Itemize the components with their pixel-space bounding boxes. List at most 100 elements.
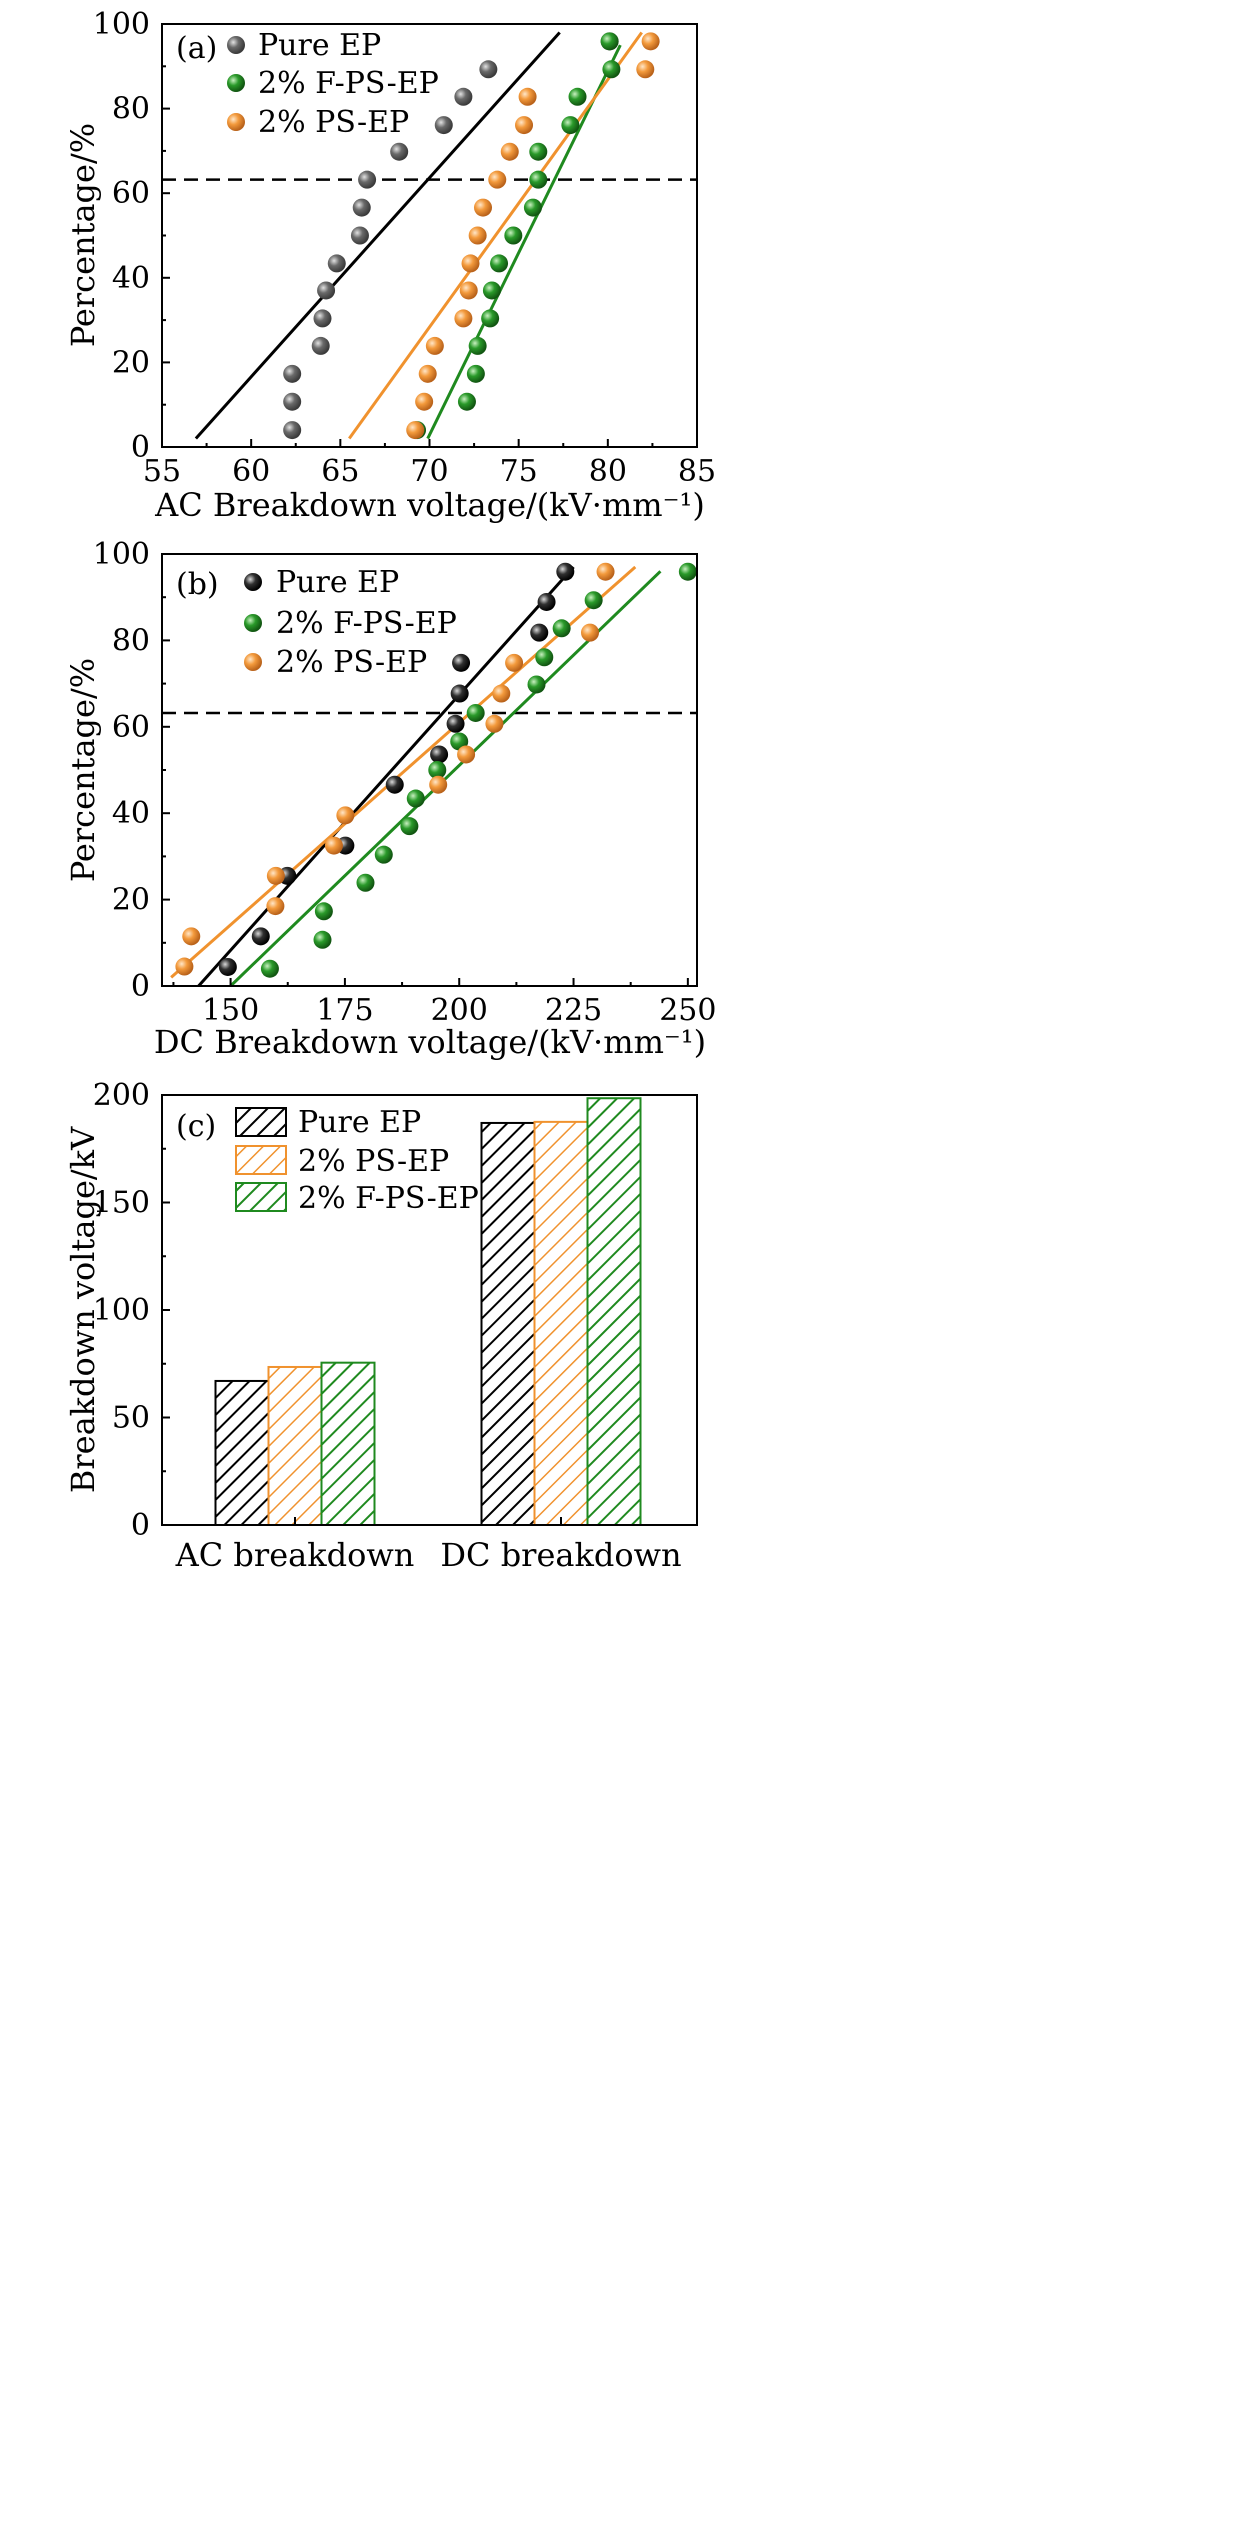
data-point-2-ps-ep xyxy=(429,775,448,794)
data-point-pure-ep xyxy=(352,198,371,217)
data-point-pure-ep xyxy=(479,60,498,79)
data-point-2-ps-ep xyxy=(336,806,355,825)
panel-a-legend-marker-f-ps-ep xyxy=(227,74,245,92)
data-point-pure-ep xyxy=(350,226,369,245)
y-tick-label: 0 xyxy=(131,430,150,465)
bar-2-f-ps-ep xyxy=(320,1361,376,1527)
data-point-pure-ep xyxy=(446,714,465,733)
data-point-2-ps-ep xyxy=(454,309,473,328)
panel-a-legend-marker-pure-ep xyxy=(227,36,245,54)
x-tick-label: 150 xyxy=(202,993,259,1028)
data-point-pure-ep xyxy=(311,336,330,355)
y-tick-label: 40 xyxy=(112,261,150,296)
x-tick-label: 65 xyxy=(321,454,359,489)
data-point-pure-ep xyxy=(452,653,471,672)
panel-a-legend: Pure EP 2% F-PS-EP 2% PS-EP xyxy=(227,28,439,140)
data-point-2-ps-ep xyxy=(418,364,437,383)
fit-line-2-f-ps-ep xyxy=(426,44,622,440)
y-tick-label: 20 xyxy=(112,883,150,918)
panel-b-legend: Pure EP 2% F-PS-EP 2% PS-EP xyxy=(244,565,457,680)
data-point-2-f-ps-ep xyxy=(481,309,500,328)
data-point-2-f-ps-ep xyxy=(527,675,546,694)
panel-b-ticks: 150 175 200 225 250 0 20 40 60 80 100 xyxy=(93,537,717,1028)
data-point-2-f-ps-ep xyxy=(468,336,487,355)
data-point-2-f-ps-ep xyxy=(260,959,279,978)
panel-c-legend-swatch-pure-ep xyxy=(235,1107,287,1137)
data-point-2-f-ps-ep xyxy=(568,87,587,106)
data-point-2-ps-ep xyxy=(406,421,425,440)
panel-a-label: (a) xyxy=(176,31,217,66)
data-point-pure-ep xyxy=(358,170,377,189)
data-point-2-ps-ep xyxy=(425,336,444,355)
data-point-2-f-ps-ep xyxy=(529,142,548,161)
data-point-2-f-ps-ep xyxy=(457,392,476,411)
panel-c-y-axis-title: Breakdown voltage/kV xyxy=(64,1126,102,1493)
bar-pure-ep xyxy=(480,1121,536,1526)
panel-c-legend-label-pure-ep: Pure EP xyxy=(298,1105,421,1140)
x-tick-label: 75 xyxy=(500,454,538,489)
panel-c-label: (c) xyxy=(176,1109,216,1144)
data-point-2-f-ps-ep xyxy=(313,930,332,949)
data-point-pure-ep xyxy=(313,309,332,328)
bar-2-f-ps-ep xyxy=(586,1097,642,1526)
x-tick-label: 55 xyxy=(143,454,181,489)
data-point-pure-ep xyxy=(454,87,473,106)
y-tick-label: 100 xyxy=(93,1293,150,1328)
data-point-2-f-ps-ep xyxy=(584,591,603,610)
y-tick-label: 80 xyxy=(112,92,150,127)
panel-b: 150 175 200 225 250 0 20 40 60 80 100 (b) Pure EP … xyxy=(64,537,716,1061)
data-point-2-f-ps-ep xyxy=(482,281,501,300)
y-tick-label: 200 xyxy=(93,1078,150,1113)
y-tick-label: 150 xyxy=(93,1186,150,1221)
data-point-pure-ep xyxy=(434,116,453,135)
y-tick-label: 20 xyxy=(112,345,150,380)
panel-c-bars xyxy=(214,1097,642,1527)
data-point-pure-ep xyxy=(283,392,302,411)
data-point-2-ps-ep xyxy=(581,623,599,642)
data-point-2-f-ps-ep xyxy=(678,562,697,581)
data-point-2-f-ps-ep xyxy=(602,60,621,79)
data-point-2-ps-ep xyxy=(636,60,655,79)
panel-b-y-axis-title: Percentage/% xyxy=(64,658,102,882)
fit-line-pure-ep xyxy=(194,31,561,440)
panel-a-y-axis-title: Percentage/% xyxy=(64,123,102,347)
panel-b-legend-label-ps-ep: 2% PS-EP xyxy=(276,645,427,680)
data-point-pure-ep xyxy=(390,142,409,161)
data-point-2-f-ps-ep xyxy=(561,116,580,135)
data-point-2-ps-ep xyxy=(182,927,201,946)
data-point-2-f-ps-ep xyxy=(400,817,419,836)
panel-c-legend-label-f-ps-ep: 2% F-PS-EP xyxy=(298,1181,479,1216)
y-tick-label: 0 xyxy=(131,969,150,1004)
data-point-pure-ep xyxy=(317,281,336,300)
data-point-2-f-ps-ep xyxy=(490,254,509,273)
panel-c: 0 50 100 150 200 (c) Pure EP 2% PS-EP 2% F-P… xyxy=(64,1078,698,1574)
data-point-pure-ep xyxy=(283,421,302,440)
x-tick-label: 80 xyxy=(589,454,627,489)
data-point-pure-ep xyxy=(530,623,549,642)
y-tick-label: 80 xyxy=(112,623,150,658)
panel-c-legend-swatch-f-ps-ep xyxy=(235,1182,287,1212)
panel-c-legend-swatch-ps-ep xyxy=(235,1145,287,1175)
data-point-2-ps-ep xyxy=(266,866,285,885)
data-point-2-f-ps-ep xyxy=(529,170,548,189)
x-tick-label: 60 xyxy=(232,454,270,489)
data-point-2-ps-ep xyxy=(596,562,615,581)
panel-b-legend-marker-ps-ep xyxy=(244,653,262,671)
panel-a-legend-label-pure-ep: Pure EP xyxy=(258,28,381,63)
panel-c-category-label-dc: DC breakdown xyxy=(440,1536,681,1574)
panel-c-legend-label-ps-ep: 2% PS-EP xyxy=(298,1144,449,1179)
panel-b-legend-label-f-ps-ep: 2% F-PS-EP xyxy=(276,606,457,641)
data-point-2-ps-ep xyxy=(485,714,504,733)
data-point-2-ps-ep xyxy=(266,897,285,916)
y-tick-label: 0 xyxy=(131,1508,150,1543)
data-point-2-f-ps-ep xyxy=(428,761,447,779)
x-tick-label: 70 xyxy=(410,454,448,489)
panel-b-x-axis-title: DC Breakdown voltage/(kV·mm⁻¹) xyxy=(154,1023,706,1061)
data-point-2-ps-ep xyxy=(505,653,524,672)
data-point-pure-ep xyxy=(327,254,346,273)
data-point-2-ps-ep xyxy=(415,392,434,411)
panel-a-legend-marker-ps-ep xyxy=(227,113,245,131)
y-tick-label: 50 xyxy=(112,1401,150,1436)
data-point-2-f-ps-ep xyxy=(523,198,542,217)
